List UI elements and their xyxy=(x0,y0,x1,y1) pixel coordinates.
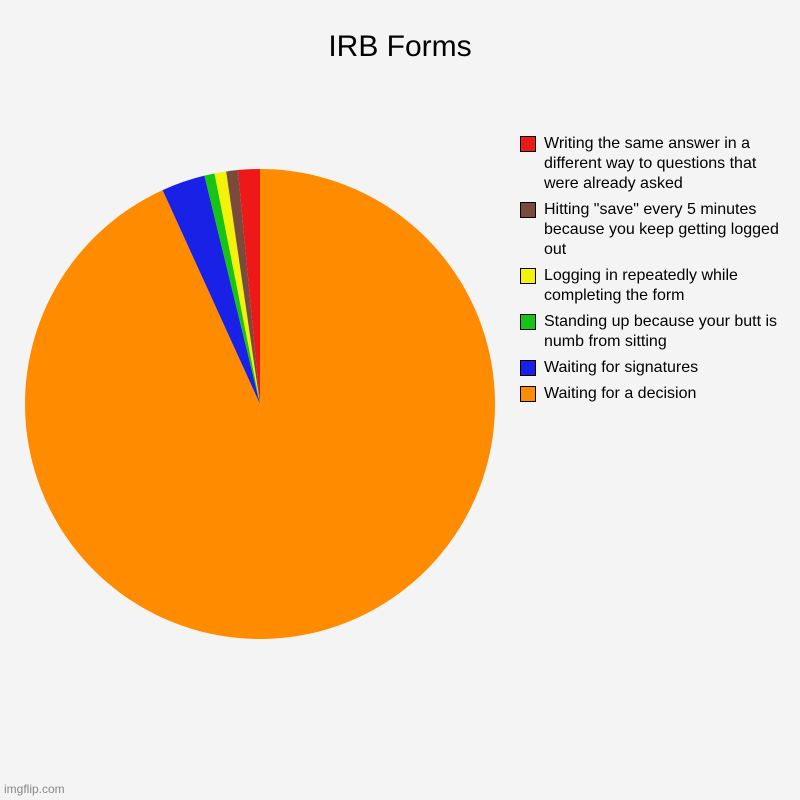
legend-swatch xyxy=(520,360,536,376)
legend-item: Standing up because your butt is numb fr… xyxy=(520,312,790,352)
legend: Writing the same answer in a different w… xyxy=(500,104,790,410)
legend-swatch xyxy=(520,202,536,218)
legend-item: Writing the same answer in a different w… xyxy=(520,134,790,194)
chart-content: Writing the same answer in a different w… xyxy=(0,64,800,649)
legend-label: Waiting for signatures xyxy=(544,358,698,378)
legend-item: Logging in repeatedly while completing t… xyxy=(520,266,790,306)
legend-swatch xyxy=(520,268,536,284)
legend-swatch xyxy=(520,386,536,402)
legend-label: Standing up because your butt is numb fr… xyxy=(544,312,790,352)
legend-label: Logging in repeatedly while completing t… xyxy=(544,266,790,306)
legend-swatch xyxy=(520,136,536,152)
legend-item: Hitting "save" every 5 minutes because y… xyxy=(520,200,790,260)
pie-chart xyxy=(20,164,500,644)
legend-label: Waiting for a decision xyxy=(544,384,696,404)
watermark: imgflip.com xyxy=(4,782,65,796)
legend-label: Hitting "save" every 5 minutes because y… xyxy=(544,200,790,260)
chart-title: IRB Forms xyxy=(0,0,800,64)
legend-item: Waiting for a decision xyxy=(520,384,790,404)
legend-swatch xyxy=(520,314,536,330)
legend-label: Writing the same answer in a different w… xyxy=(544,134,790,194)
legend-item: Waiting for signatures xyxy=(520,358,790,378)
pie-chart-container xyxy=(20,104,500,649)
